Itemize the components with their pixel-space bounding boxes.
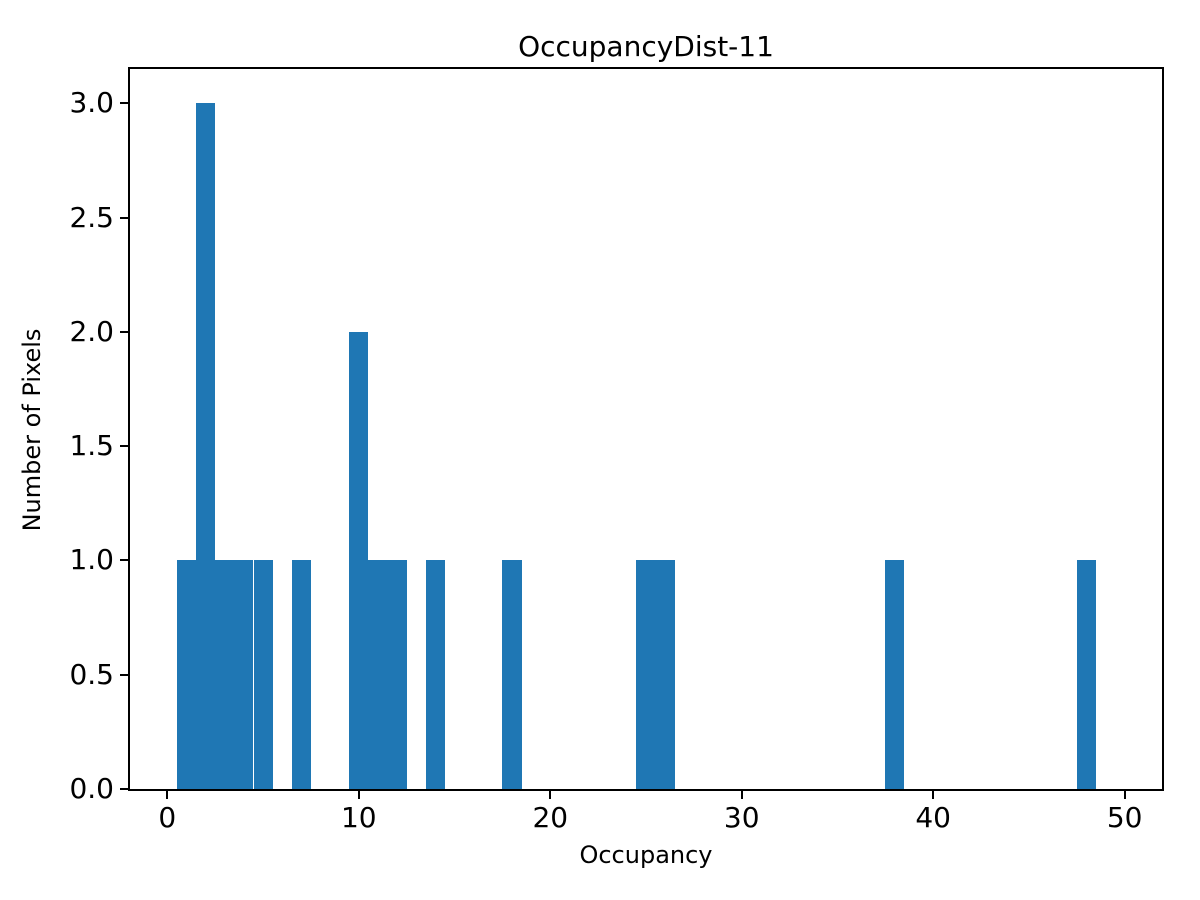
histogram-bar — [655, 560, 675, 789]
histogram-bar — [253, 560, 273, 789]
histogram-bar — [215, 560, 235, 789]
histogram-bar — [291, 560, 311, 789]
y-tick-label: 0.0 — [69, 772, 114, 805]
histogram-bar — [387, 560, 407, 789]
histogram-bar — [502, 560, 522, 789]
x-tick-label: 40 — [915, 801, 951, 834]
histogram-bar — [885, 560, 905, 789]
y-tick-mark — [120, 102, 128, 105]
histogram-bar — [234, 560, 254, 789]
y-tick-label: 2.5 — [69, 200, 114, 234]
y-tick-mark — [120, 788, 128, 790]
x-tick-mark — [740, 791, 743, 799]
histogram-bar — [176, 560, 197, 789]
y-tick-label: 1.0 — [69, 543, 114, 577]
x-tick-mark — [166, 791, 169, 799]
y-tick-label: 3.0 — [69, 86, 114, 120]
y-tick-label: 2.0 — [69, 314, 114, 348]
y-tick-mark — [120, 216, 128, 219]
x-tick-label: 10 — [340, 801, 377, 834]
histogram-bar — [425, 560, 445, 789]
plot-area — [128, 67, 1164, 791]
x-tick-label: 20 — [532, 801, 569, 834]
x-tick-label: 0 — [158, 801, 177, 834]
x-tick-mark — [932, 791, 935, 799]
x-tick-mark — [549, 791, 552, 799]
histogram-bar — [636, 560, 656, 789]
x-tick-label: 30 — [723, 801, 760, 834]
histogram-bar — [1076, 560, 1096, 789]
x-tick-mark — [1123, 791, 1126, 799]
histogram-bar — [196, 103, 216, 789]
y-tick-label: 1.5 — [69, 429, 114, 463]
x-axis-label: Occupancy — [579, 841, 713, 869]
y-tick-mark — [120, 330, 128, 333]
y-tick-mark — [120, 445, 128, 448]
histogram-bar — [368, 560, 388, 789]
histogram-bar — [349, 331, 369, 789]
y-tick-mark — [120, 559, 128, 562]
y-tick-mark — [120, 673, 128, 676]
x-tick-mark — [357, 791, 360, 799]
x-tick-label: 50 — [1106, 801, 1143, 834]
y-tick-label: 0.5 — [69, 657, 114, 691]
chart-title: OccupancyDist-11 — [518, 30, 774, 63]
